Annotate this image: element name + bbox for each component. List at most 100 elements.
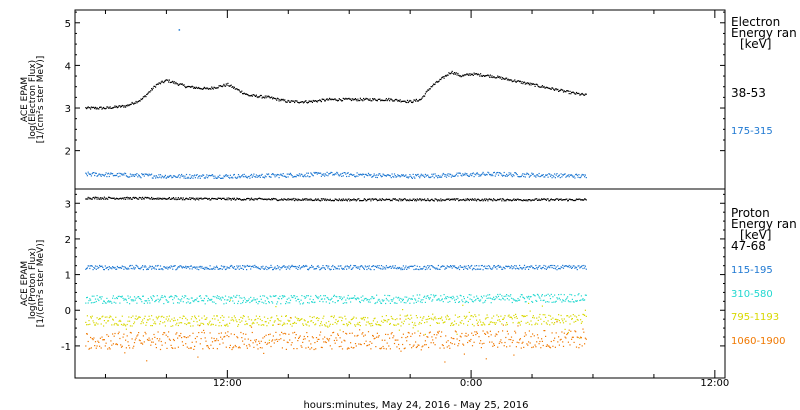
data-point: [305, 347, 307, 349]
data-point: [385, 175, 387, 177]
data-point: [219, 268, 221, 270]
data-point: [181, 267, 183, 269]
data-point: [182, 301, 184, 303]
data-point: [315, 296, 318, 298]
data-point: [135, 264, 137, 266]
data-point: [239, 321, 241, 323]
data-point: [171, 296, 173, 298]
data-point: [418, 297, 420, 299]
data-point: [334, 321, 336, 324]
data-point: [481, 324, 483, 326]
data-point: [260, 324, 262, 326]
data-point: [482, 74, 484, 77]
y-tick-label: 2: [65, 147, 71, 158]
data-point: [166, 300, 168, 302]
data-point: [558, 314, 560, 316]
data-point: [418, 323, 420, 325]
data-point: [246, 300, 248, 302]
data-point: [331, 315, 333, 317]
data-point: [551, 87, 553, 89]
data-point: [519, 267, 521, 269]
data-point: [249, 301, 251, 304]
data-point: [415, 341, 417, 343]
data-point: [257, 266, 259, 268]
data-point: [560, 88, 562, 90]
data-point: [285, 315, 287, 317]
data-point: [343, 323, 345, 326]
data-point: [410, 175, 412, 177]
data-point: [209, 265, 211, 267]
data-point: [186, 86, 188, 88]
data-point: [125, 173, 127, 175]
data-point: [484, 174, 487, 176]
data-point: [252, 265, 254, 267]
data-point: [552, 87, 554, 89]
data-point: [292, 296, 294, 299]
data-point: [555, 88, 557, 90]
data-point: [420, 200, 422, 202]
data-point: [386, 342, 388, 344]
data-point: [485, 317, 487, 319]
data-point: [514, 79, 516, 81]
data-point: [241, 175, 243, 177]
data-point: [396, 318, 398, 320]
data-point: [197, 300, 199, 303]
data-point: [118, 198, 120, 200]
data-point: [412, 327, 414, 329]
data-point: [422, 267, 424, 270]
data-point: [170, 81, 172, 83]
data-point: [332, 98, 334, 101]
data-point: [398, 198, 400, 200]
data-point: [327, 326, 329, 328]
data-point: [252, 299, 254, 301]
data-point: [366, 199, 368, 202]
data-point: [214, 268, 216, 270]
data-point: [327, 175, 329, 177]
data-point: [203, 267, 205, 269]
data-point: [463, 296, 465, 298]
data-point: [579, 267, 581, 269]
data-point: [122, 266, 124, 268]
data-point: [303, 335, 305, 338]
y-tick-label: -1: [61, 342, 71, 353]
data-point: [280, 267, 282, 269]
data-point: [235, 88, 237, 90]
data-point: [146, 300, 148, 302]
data-point: [479, 200, 481, 202]
data-point: [159, 338, 161, 340]
data-point: [489, 341, 491, 343]
data-point: [450, 296, 452, 299]
data-point: [145, 266, 147, 268]
data-point: [456, 338, 458, 340]
data-point: [529, 342, 531, 344]
data-point: [557, 341, 559, 343]
data-point: [239, 265, 241, 267]
data-point: [216, 295, 218, 297]
data-point: [184, 175, 186, 177]
data-point: [119, 197, 121, 200]
data-point: [508, 172, 510, 174]
data-point: [156, 265, 158, 267]
data-point: [428, 176, 430, 178]
data-point: [113, 197, 115, 199]
data-point: [350, 199, 352, 201]
data-point: [180, 322, 182, 324]
data-point: [445, 174, 447, 176]
data-point: [351, 297, 353, 299]
data-point: [374, 174, 376, 177]
data-point: [561, 199, 563, 201]
data-point: [289, 198, 292, 200]
data-point: [123, 299, 125, 301]
data-point: [504, 341, 506, 344]
data-point: [249, 325, 251, 327]
data-point: [491, 268, 493, 270]
data-point: [124, 172, 126, 174]
data-point: [550, 340, 552, 343]
data-point: [285, 101, 287, 103]
data-point: [164, 332, 166, 334]
data-point: [215, 340, 217, 342]
data-point: [584, 267, 586, 269]
data-point: [531, 324, 533, 326]
data-point: [500, 299, 502, 301]
data-point: [357, 175, 359, 177]
